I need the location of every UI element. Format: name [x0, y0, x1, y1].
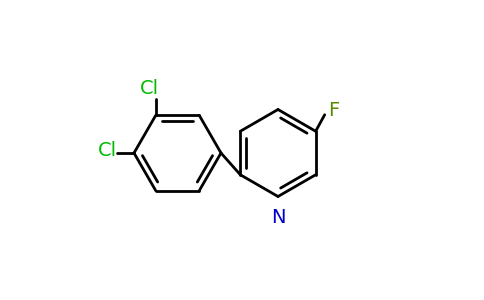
Text: Cl: Cl [97, 140, 117, 160]
Text: N: N [271, 208, 285, 227]
Text: Cl: Cl [140, 79, 159, 98]
Text: F: F [328, 101, 339, 120]
